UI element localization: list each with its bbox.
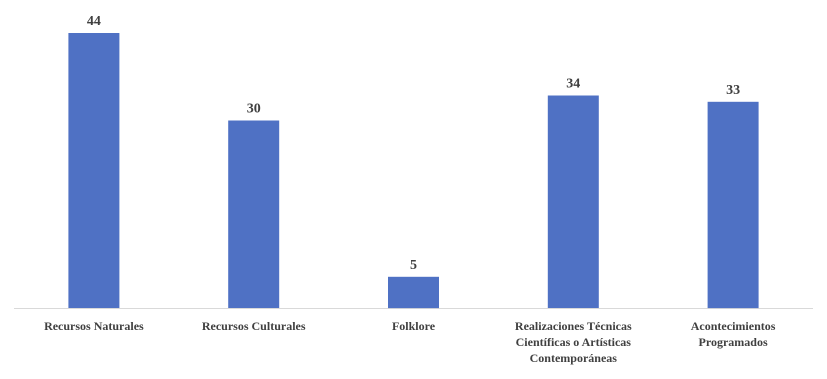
- bar-4: [707, 101, 759, 309]
- bar-1: [228, 120, 280, 308]
- data-labels: 44 30 5 34 33: [87, 14, 740, 273]
- category-label-0: Recursos Naturales: [44, 319, 144, 333]
- category-label-3-line-1: Científicas o Artísticas: [516, 335, 632, 349]
- bar-series: [68, 33, 759, 309]
- category-label-4-line-1: Programados: [699, 335, 768, 349]
- category-label-3-line-2: Contemporáneas: [530, 351, 618, 365]
- category-label-4: Acontecimientos Programados: [691, 319, 776, 349]
- data-label-0: 44: [87, 14, 101, 29]
- category-label-3-line-0: Realizaciones Técnicas: [515, 319, 632, 333]
- bar-0: [68, 33, 120, 308]
- data-label-3: 34: [566, 77, 580, 92]
- bar-2: [388, 276, 439, 309]
- data-label-4: 33: [726, 83, 740, 98]
- category-label-0-line-0: Recursos Naturales: [44, 319, 144, 333]
- category-label-1-line-0: Recursos Culturales: [202, 319, 306, 333]
- bar-3: [547, 95, 599, 308]
- category-label-2-line-0: Folklore: [392, 319, 436, 333]
- category-label-3: Realizaciones Técnicas Científicas o Artí…: [515, 319, 632, 365]
- category-label-4-line-0: Acontecimientos: [691, 319, 776, 333]
- category-label-1: Recursos Culturales: [202, 319, 306, 333]
- data-label-1: 30: [247, 102, 261, 117]
- category-label-2: Folklore: [392, 319, 436, 333]
- data-label-2: 5: [410, 258, 417, 273]
- category-labels: Recursos Naturales Recursos Culturales Fol…: [44, 319, 776, 365]
